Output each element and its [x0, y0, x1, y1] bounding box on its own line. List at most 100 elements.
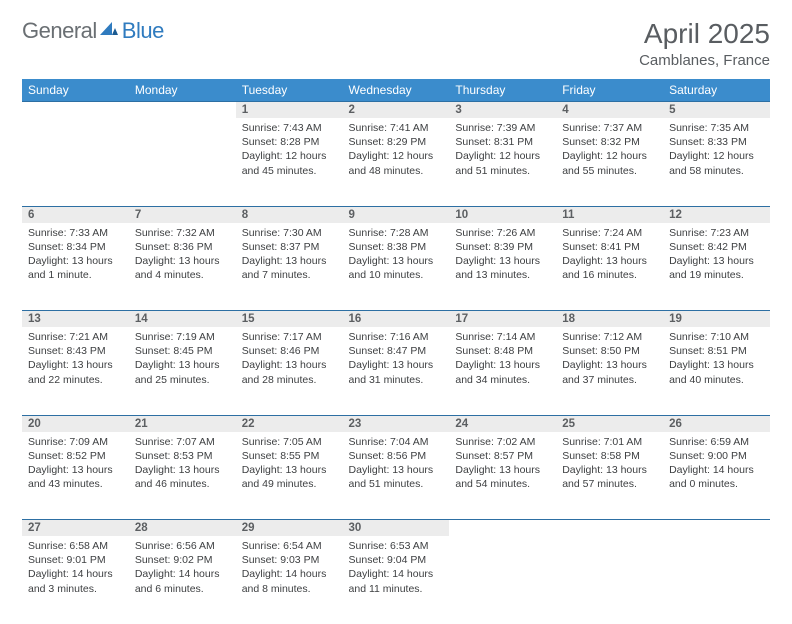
daynum-cell: 28 — [129, 520, 236, 537]
sunset-line: Sunset: 9:00 PM — [669, 449, 764, 463]
day-cell: Sunrise: 7:16 AMSunset: 8:47 PMDaylight:… — [343, 327, 450, 415]
daylight-line: Daylight: 12 hours and 58 minutes. — [669, 149, 764, 177]
week-row: Sunrise: 7:21 AMSunset: 8:43 PMDaylight:… — [22, 327, 770, 415]
sunset-line: Sunset: 8:39 PM — [455, 240, 550, 254]
day-cell: Sunrise: 6:54 AMSunset: 9:03 PMDaylight:… — [236, 536, 343, 624]
day-number: 11 — [556, 207, 663, 223]
daylight-line: Daylight: 13 hours and 46 minutes. — [135, 463, 230, 491]
day-cell: Sunrise: 7:05 AMSunset: 8:55 PMDaylight:… — [236, 432, 343, 520]
daynum-cell: 1 — [236, 102, 343, 119]
day-number: 21 — [129, 416, 236, 432]
day-number: 9 — [343, 207, 450, 223]
week-row: Sunrise: 7:33 AMSunset: 8:34 PMDaylight:… — [22, 223, 770, 311]
calendar-table: Sunday Monday Tuesday Wednesday Thursday… — [22, 79, 770, 624]
day-details: Sunrise: 7:17 AMSunset: 8:46 PMDaylight:… — [236, 327, 343, 391]
sunset-line: Sunset: 8:28 PM — [242, 135, 337, 149]
daynum-cell: 12 — [663, 206, 770, 223]
sunrise-line: Sunrise: 7:35 AM — [669, 121, 764, 135]
day-cell: Sunrise: 7:07 AMSunset: 8:53 PMDaylight:… — [129, 432, 236, 520]
week-row: Sunrise: 7:43 AMSunset: 8:28 PMDaylight:… — [22, 118, 770, 206]
sunset-line: Sunset: 8:58 PM — [562, 449, 657, 463]
day-details: Sunrise: 7:16 AMSunset: 8:47 PMDaylight:… — [343, 327, 450, 391]
daylight-line: Daylight: 13 hours and 51 minutes. — [349, 463, 444, 491]
daylight-line: Daylight: 13 hours and 13 minutes. — [455, 254, 550, 282]
day-details: Sunrise: 7:23 AMSunset: 8:42 PMDaylight:… — [663, 223, 770, 287]
day-cell — [556, 536, 663, 624]
daylight-line: Daylight: 13 hours and 25 minutes. — [135, 358, 230, 386]
day-number: 26 — [663, 416, 770, 432]
daynum-cell: 10 — [449, 206, 556, 223]
day-number: 23 — [343, 416, 450, 432]
daynum-row: 13141516171819 — [22, 311, 770, 328]
daynum-cell: 14 — [129, 311, 236, 328]
day-details: Sunrise: 7:24 AMSunset: 8:41 PMDaylight:… — [556, 223, 663, 287]
daylight-line: Daylight: 12 hours and 55 minutes. — [562, 149, 657, 177]
sunrise-line: Sunrise: 7:28 AM — [349, 226, 444, 240]
day-number: 1 — [236, 102, 343, 118]
daynum-cell: 7 — [129, 206, 236, 223]
sunset-line: Sunset: 8:43 PM — [28, 344, 123, 358]
day-cell: Sunrise: 7:30 AMSunset: 8:37 PMDaylight:… — [236, 223, 343, 311]
day-number: 28 — [129, 520, 236, 536]
daynum-cell: 2 — [343, 102, 450, 119]
day-cell: Sunrise: 7:21 AMSunset: 8:43 PMDaylight:… — [22, 327, 129, 415]
week-row: Sunrise: 7:09 AMSunset: 8:52 PMDaylight:… — [22, 432, 770, 520]
day-cell: Sunrise: 7:23 AMSunset: 8:42 PMDaylight:… — [663, 223, 770, 311]
day-cell: Sunrise: 7:39 AMSunset: 8:31 PMDaylight:… — [449, 118, 556, 206]
day-number: 24 — [449, 416, 556, 432]
daylight-line: Daylight: 13 hours and 22 minutes. — [28, 358, 123, 386]
sunrise-line: Sunrise: 7:39 AM — [455, 121, 550, 135]
sunset-line: Sunset: 9:04 PM — [349, 553, 444, 567]
day-details: Sunrise: 7:28 AMSunset: 8:38 PMDaylight:… — [343, 223, 450, 287]
day-number: 27 — [22, 520, 129, 536]
daynum-cell: 3 — [449, 102, 556, 119]
sunrise-line: Sunrise: 7:10 AM — [669, 330, 764, 344]
sunrise-line: Sunrise: 7:37 AM — [562, 121, 657, 135]
day-number: 8 — [236, 207, 343, 223]
daynum-cell: 19 — [663, 311, 770, 328]
day-cell: Sunrise: 7:35 AMSunset: 8:33 PMDaylight:… — [663, 118, 770, 206]
daylight-line: Daylight: 13 hours and 43 minutes. — [28, 463, 123, 491]
daylight-line: Daylight: 13 hours and 49 minutes. — [242, 463, 337, 491]
daylight-line: Daylight: 13 hours and 10 minutes. — [349, 254, 444, 282]
logo-word-1: General — [22, 18, 97, 44]
sunset-line: Sunset: 8:56 PM — [349, 449, 444, 463]
day-number: 20 — [22, 416, 129, 432]
sunrise-line: Sunrise: 6:53 AM — [349, 539, 444, 553]
daylight-line: Daylight: 13 hours and 37 minutes. — [562, 358, 657, 386]
sunset-line: Sunset: 8:41 PM — [562, 240, 657, 254]
sunrise-line: Sunrise: 7:41 AM — [349, 121, 444, 135]
day-number: 16 — [343, 311, 450, 327]
day-cell: Sunrise: 7:04 AMSunset: 8:56 PMDaylight:… — [343, 432, 450, 520]
day-number: 3 — [449, 102, 556, 118]
day-details: Sunrise: 7:14 AMSunset: 8:48 PMDaylight:… — [449, 327, 556, 391]
sunrise-line: Sunrise: 7:12 AM — [562, 330, 657, 344]
day-cell — [449, 536, 556, 624]
day-cell: Sunrise: 7:14 AMSunset: 8:48 PMDaylight:… — [449, 327, 556, 415]
sunset-line: Sunset: 8:50 PM — [562, 344, 657, 358]
sunset-line: Sunset: 8:46 PM — [242, 344, 337, 358]
weekday-header: Tuesday — [236, 79, 343, 102]
day-details: Sunrise: 7:01 AMSunset: 8:58 PMDaylight:… — [556, 432, 663, 496]
day-cell — [129, 118, 236, 206]
daynum-cell: 27 — [22, 520, 129, 537]
sunset-line: Sunset: 8:36 PM — [135, 240, 230, 254]
day-details: Sunrise: 7:35 AMSunset: 8:33 PMDaylight:… — [663, 118, 770, 182]
day-cell: Sunrise: 6:53 AMSunset: 9:04 PMDaylight:… — [343, 536, 450, 624]
day-cell: Sunrise: 7:32 AMSunset: 8:36 PMDaylight:… — [129, 223, 236, 311]
day-details: Sunrise: 7:02 AMSunset: 8:57 PMDaylight:… — [449, 432, 556, 496]
sunrise-line: Sunrise: 7:02 AM — [455, 435, 550, 449]
sunset-line: Sunset: 8:53 PM — [135, 449, 230, 463]
week-row: Sunrise: 6:58 AMSunset: 9:01 PMDaylight:… — [22, 536, 770, 624]
logo: General Blue — [22, 18, 164, 44]
day-cell: Sunrise: 7:28 AMSunset: 8:38 PMDaylight:… — [343, 223, 450, 311]
day-cell: Sunrise: 7:24 AMSunset: 8:41 PMDaylight:… — [556, 223, 663, 311]
day-cell: Sunrise: 6:58 AMSunset: 9:01 PMDaylight:… — [22, 536, 129, 624]
page-title: April 2025 — [639, 18, 770, 50]
daynum-cell: 29 — [236, 520, 343, 537]
daynum-cell: 5 — [663, 102, 770, 119]
sunrise-line: Sunrise: 7:24 AM — [562, 226, 657, 240]
daylight-line: Daylight: 13 hours and 34 minutes. — [455, 358, 550, 386]
sunset-line: Sunset: 8:29 PM — [349, 135, 444, 149]
day-number: 30 — [343, 520, 450, 536]
